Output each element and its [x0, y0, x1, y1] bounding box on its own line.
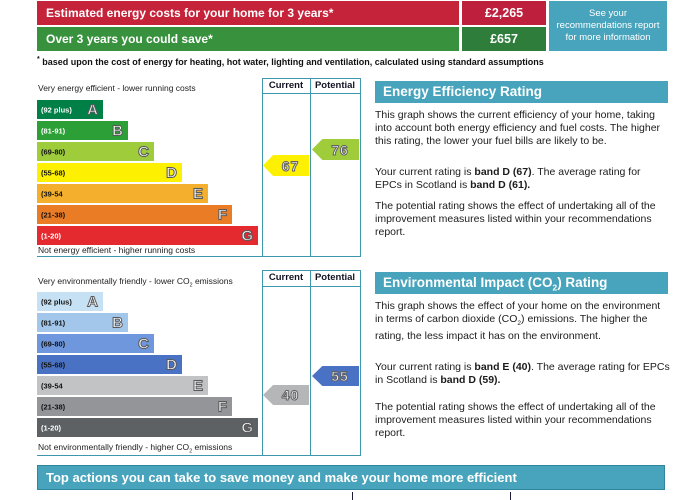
- env-chart-border: [262, 286, 361, 287]
- env-potential-column-header: Potential: [314, 272, 356, 283]
- estimated-costs-label: Estimated energy costs for your home for…: [37, 1, 459, 25]
- band-range-label: (92 plus): [41, 297, 72, 306]
- band-range-label: (1-20): [41, 423, 62, 432]
- env-current-value: 40: [281, 387, 300, 404]
- energy-chart-divider: [310, 78, 311, 257]
- band-range-label: (69-80): [41, 339, 66, 348]
- energy-chart-border: [37, 256, 361, 257]
- env-chart-divider: [310, 270, 311, 456]
- band-letter: C: [138, 143, 150, 161]
- env-panel-p2: Your current rating is band E (40). The …: [375, 361, 670, 386]
- env-panel-title: Environmental Impact (CO2) Rating: [375, 272, 668, 294]
- energy-chart-divider: [262, 78, 263, 257]
- energy-potential-value: 76: [331, 141, 349, 158]
- band-range-label: (81-91): [41, 318, 66, 327]
- band-range-label: (21-38): [41, 402, 66, 411]
- energy-potential-column-header: Potential: [314, 80, 356, 91]
- env-current-arrow: 40: [263, 385, 309, 405]
- energy-chart-border: [262, 78, 361, 79]
- env-top-caption: Very environmentally friendly - lower CO…: [38, 276, 233, 289]
- recommendations-info-box: See your recommendations report for more…: [549, 1, 667, 51]
- energy-potential-arrow: 76: [312, 139, 359, 160]
- env-band-c: (69-80) C: [37, 334, 154, 353]
- env-potential-value: 55: [331, 368, 349, 385]
- energy-current-arrow: 67: [263, 155, 309, 176]
- env-band-g: (1-20) G: [37, 418, 258, 437]
- band-letter: F: [217, 206, 227, 224]
- band-letter: C: [138, 335, 150, 353]
- energy-band-g: (1-20) G: [37, 226, 258, 245]
- energy-panel-p3: The potential rating shows the effect of…: [375, 200, 656, 238]
- env-band-f: (21-38) F: [37, 397, 232, 416]
- band-letter: G: [241, 227, 254, 245]
- energy-current-column-header: Current: [268, 80, 304, 91]
- energy-band-d: (55-68) D: [37, 163, 182, 182]
- band-range-label: (39-54: [41, 381, 63, 390]
- footnote-asterisk: *: [37, 56, 40, 63]
- band-range-label: (55-68): [41, 360, 66, 369]
- actions-table-divider: [352, 492, 353, 500]
- band-letter: G: [241, 419, 254, 437]
- band-letter: D: [166, 356, 178, 374]
- env-panel-p1: This graph shows the effect of your home…: [375, 300, 661, 343]
- energy-band-b: (81-91) B: [37, 121, 128, 140]
- energy-bottom-caption: Not energy efficient - higher running co…: [38, 245, 196, 255]
- env-band-d: (55-68) D: [37, 355, 182, 374]
- env-panel-p3: The potential rating shows the effect of…: [375, 401, 656, 439]
- top-actions-bar: Top actions you can take to save money a…: [37, 465, 665, 490]
- band-range-label: (92 plus): [41, 105, 72, 114]
- band-letter: E: [192, 377, 203, 395]
- env-current-column-header: Current: [268, 272, 304, 283]
- savings-value: £657: [462, 27, 546, 51]
- energy-chart-divider: [360, 78, 361, 257]
- band-letter: B: [112, 314, 124, 332]
- env-chart-divider: [262, 270, 263, 456]
- energy-band-e: (39-54 E: [37, 184, 208, 203]
- band-range-label: (21-38): [41, 210, 66, 219]
- energy-band-c: (69-80) C: [37, 142, 154, 161]
- env-band-b: (81-91) B: [37, 313, 128, 332]
- band-letter: D: [166, 164, 178, 182]
- energy-panel-p1: This graph shows the current efficiency …: [375, 109, 661, 147]
- env-bottom-caption: Not environmentally friendly - higher CO…: [38, 442, 233, 455]
- band-letter: A: [87, 101, 99, 119]
- band-letter: E: [192, 185, 203, 203]
- band-range-label: (1-20): [41, 231, 62, 240]
- band-range-label: (39-54: [41, 189, 63, 198]
- estimated-costs-value: £2,265: [462, 1, 546, 25]
- energy-band-f: (21-38) F: [37, 205, 232, 224]
- energy-panel-p2: Your current rating is band D (67). The …: [375, 166, 641, 191]
- band-letter: F: [217, 398, 227, 416]
- env-chart-border: [37, 455, 361, 456]
- band-range-label: (81-91): [41, 126, 66, 135]
- energy-band-a: (92 plus) A: [37, 100, 103, 119]
- env-potential-arrow: 55: [312, 366, 359, 386]
- energy-current-value: 67: [281, 157, 300, 174]
- actions-table-divider: [510, 492, 511, 500]
- band-range-label: (55-68): [41, 168, 66, 177]
- band-range-label: (69-80): [41, 147, 66, 156]
- band-letter: B: [112, 122, 124, 140]
- savings-label: Over 3 years you could save*: [37, 27, 459, 51]
- env-band-e: (39-54 E: [37, 376, 208, 395]
- energy-top-caption: Very energy efficient - lower running co…: [38, 83, 196, 93]
- env-band-a: (92 plus) A: [37, 292, 103, 311]
- energy-panel-title: Energy Efficiency Rating: [375, 81, 668, 103]
- band-letter: A: [87, 293, 99, 311]
- energy-chart-border: [262, 93, 361, 94]
- env-chart-divider: [360, 270, 361, 456]
- footnote: * based upon the cost of energy for heat…: [37, 56, 544, 67]
- env-chart-border: [262, 270, 361, 271]
